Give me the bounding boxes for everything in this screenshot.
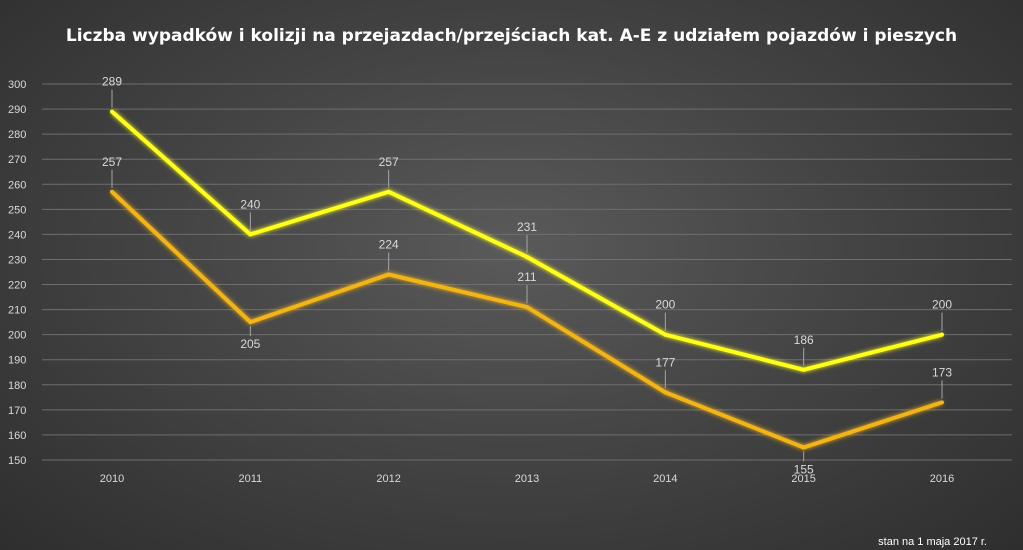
data-label: 240 [240, 197, 260, 211]
x-tick-label: 2012 [376, 473, 400, 485]
data-point [110, 109, 114, 114]
data-label: 231 [517, 220, 537, 234]
data-point [663, 390, 668, 395]
data-label: 257 [102, 155, 122, 169]
y-tick-label: 220 [8, 280, 26, 292]
y-tick-label: 210 [8, 305, 26, 317]
data-label: 200 [655, 298, 675, 312]
y-tick-label: 180 [8, 380, 26, 392]
data-label: 177 [655, 355, 675, 369]
footnote: stan na 1 maja 2017 r. [878, 536, 987, 548]
data-label: 173 [932, 365, 952, 379]
y-tick-label: 160 [8, 430, 26, 442]
y-tick-label: 280 [8, 129, 26, 141]
y-tick-label: 200 [8, 330, 26, 342]
data-point [386, 189, 391, 194]
data-label: 211 [517, 270, 536, 284]
x-tick-label: 2010 [100, 473, 124, 485]
data-label: 224 [379, 238, 399, 252]
y-tick-label: 290 [8, 104, 26, 116]
data-point [940, 332, 944, 337]
y-tick-label: 170 [8, 405, 26, 417]
data-point [801, 445, 806, 450]
data-point [663, 332, 668, 337]
data-point [525, 254, 529, 259]
y-tick-label: 240 [8, 229, 26, 241]
data-label: 200 [932, 298, 952, 312]
data-point [940, 400, 944, 405]
y-tick-label: 190 [8, 355, 26, 367]
x-tick-label: 2013 [515, 473, 539, 485]
data-point [525, 305, 529, 310]
data-point [248, 232, 253, 237]
data-label: 186 [794, 333, 814, 347]
data-label: 205 [240, 337, 260, 351]
x-tick-label: 2015 [791, 473, 815, 485]
data-label: 289 [102, 75, 122, 89]
y-tick-label: 230 [8, 254, 26, 266]
data-point [110, 189, 114, 194]
y-tick-label: 260 [8, 179, 26, 191]
x-tick-label: 2016 [930, 473, 954, 485]
y-tick-label: 250 [8, 204, 26, 216]
x-tick-label: 2014 [653, 473, 677, 485]
x-tick-label: 2011 [239, 473, 263, 485]
data-label: 257 [379, 155, 399, 169]
y-tick-label: 300 [8, 79, 26, 91]
y-tick-label: 270 [8, 154, 26, 166]
data-point [801, 367, 806, 372]
chart-title: Liczba wypadków i kolizji na przejazdach… [65, 26, 958, 46]
data-point [386, 272, 391, 277]
y-tick-label: 150 [8, 455, 26, 467]
data-label: 155 [794, 462, 814, 476]
data-point [248, 320, 253, 325]
